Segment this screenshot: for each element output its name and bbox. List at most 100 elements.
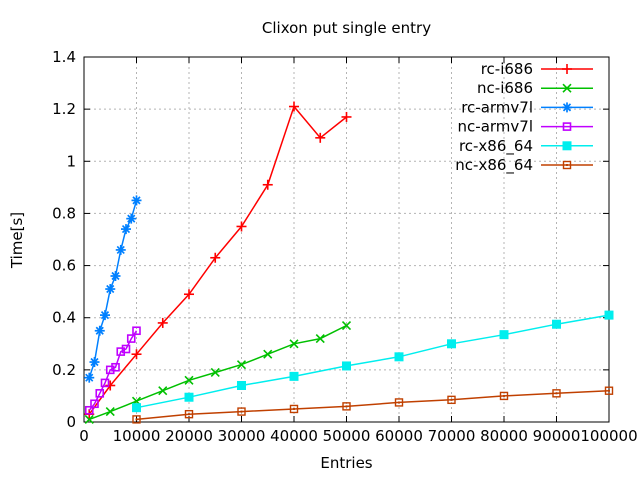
- legend-marker-nc-x86_64: [562, 160, 572, 170]
- y-tick-label: 0.2: [52, 361, 76, 379]
- series-marker-nc-armv7l: [105, 365, 115, 375]
- series-marker-nc-armv7l: [121, 344, 131, 354]
- legend-marker-nc-i686: [562, 83, 572, 93]
- x-tick-label: 100000: [580, 427, 637, 445]
- x-tick-label: 40000: [270, 427, 318, 445]
- series-marker-nc-x86_64: [188, 413, 190, 416]
- series-marker-nc-armv7l: [111, 362, 120, 372]
- x-tick-label: 30000: [218, 427, 266, 445]
- legend-marker-nc-x86_64: [566, 164, 568, 166]
- series-marker-nc-x86_64: [499, 391, 509, 401]
- x-tick-label: 90000: [533, 427, 581, 445]
- series-marker-nc-i686: [184, 375, 194, 385]
- series-marker-nc-x86_64: [293, 407, 295, 410]
- series-marker-nc-x86_64: [608, 389, 610, 392]
- series-marker-nc-x86_64: [555, 392, 558, 395]
- series-marker-rc-armv7l: [106, 284, 115, 294]
- series-marker-nc-i686: [84, 414, 94, 424]
- legend-label-nc-i686: nc-i686: [477, 79, 533, 97]
- series-line-rc-i686: [88, 104, 347, 415]
- series-marker-nc-x86_64: [132, 415, 141, 424]
- series-marker-nc-x86_64: [447, 395, 456, 405]
- series-marker-nc-i686: [158, 386, 168, 396]
- series-marker-nc-i686: [341, 320, 352, 331]
- series-marker-rc-x86_64: [552, 319, 561, 329]
- series-marker-nc-x86_64: [394, 398, 404, 407]
- series-marker-rc-armv7l: [116, 245, 125, 255]
- series-marker-nc-x86_64: [184, 409, 194, 419]
- series-marker-rc-x86_64: [237, 381, 246, 390]
- series-marker-rc-x86_64: [447, 339, 456, 349]
- y-tick-label: 0.6: [52, 257, 76, 275]
- legend-label-rc-armv7l: rc-armv7l: [461, 98, 533, 116]
- series-marker-nc-i686: [263, 349, 273, 359]
- series-marker-rc-armv7l: [85, 373, 94, 382]
- series-marker-nc-armv7l: [95, 389, 105, 398]
- series-marker-nc-armv7l: [126, 334, 136, 343]
- series-marker-rc-armv7l: [121, 224, 131, 234]
- legend-label-rc-x86_64: rc-x86_64: [459, 137, 533, 156]
- series-marker-rc-x86_64: [132, 403, 141, 413]
- series-marker-rc-x86_64: [289, 371, 299, 381]
- series-marker-nc-armv7l: [100, 378, 110, 388]
- series-marker-rc-armv7l: [127, 214, 136, 223]
- series-marker-nc-x86_64: [237, 407, 246, 416]
- series-marker-nc-x86_64: [604, 386, 614, 395]
- series-marker-nc-x86_64: [552, 389, 561, 398]
- series-marker-rc-armv7l: [111, 271, 120, 281]
- x-tick-label: 80000: [480, 427, 528, 445]
- series-marker-nc-x86_64: [240, 410, 243, 413]
- x-tick-label: 60000: [375, 427, 423, 445]
- series-marker-nc-x86_64: [398, 401, 400, 404]
- y-tick-label: 1.2: [52, 100, 76, 118]
- legend-marker-nc-armv7l: [562, 122, 572, 131]
- legend-marker-rc-armv7l: [562, 103, 572, 112]
- series-marker-nc-x86_64: [450, 398, 453, 401]
- series-marker-rc-x86_64: [394, 352, 404, 362]
- y-tick-label: 1.4: [52, 48, 76, 66]
- x-tick-label: 20000: [165, 427, 213, 445]
- series-marker-rc-x86_64: [604, 310, 614, 320]
- series-marker-rc-armv7l: [95, 326, 104, 335]
- series-marker-nc-i686: [210, 367, 220, 378]
- series-marker-rc-x86_64: [184, 392, 194, 402]
- series-line-nc-armv7l: [88, 330, 138, 411]
- y-tick-label: 1: [66, 152, 76, 170]
- series-line-rc-armv7l: [88, 200, 138, 378]
- y-tick-label: 0.4: [52, 309, 76, 327]
- series-marker-nc-x86_64: [289, 404, 299, 414]
- legend-label-nc-x86_64: nc-x86_64: [455, 156, 533, 175]
- series-marker-rc-armv7l: [100, 311, 110, 320]
- series-marker-rc-armv7l: [90, 357, 99, 367]
- series-marker-nc-x86_64: [345, 405, 348, 408]
- x-tick-label: 10000: [113, 427, 161, 445]
- y-tick-label: 0.8: [52, 204, 76, 222]
- series-marker-nc-armv7l: [90, 399, 99, 409]
- series-marker-nc-i686: [105, 407, 115, 417]
- legend-label-rc-i686: rc-i686: [481, 60, 533, 78]
- x-tick-label: 50000: [323, 427, 371, 445]
- series-marker-rc-x86_64: [499, 330, 509, 340]
- legend-label-nc-armv7l: nc-armv7l: [458, 118, 533, 136]
- chart-title: Clixon put single entry: [261, 19, 432, 37]
- series-line-nc-x86_64: [136, 389, 610, 421]
- y-tick-label: 0: [66, 413, 76, 431]
- series-marker-rc-x86_64: [342, 361, 351, 371]
- series-marker-nc-x86_64: [503, 394, 505, 397]
- series-marker-rc-armv7l: [132, 196, 141, 205]
- legend-marker-rc-x86_64: [562, 141, 572, 151]
- series-marker-nc-armv7l: [116, 347, 126, 356]
- x-axis-label: Entries: [320, 454, 373, 472]
- series-marker-nc-x86_64: [135, 418, 138, 421]
- series-marker-nc-x86_64: [342, 402, 351, 411]
- series-marker-nc-i686: [315, 334, 325, 344]
- series-marker-nc-i686: [236, 360, 247, 370]
- x-tick-label: 70000: [428, 427, 476, 445]
- series-marker-nc-armv7l: [132, 326, 141, 336]
- series-marker-nc-i686: [289, 339, 299, 349]
- series-line-rc-x86_64: [136, 314, 610, 409]
- series-marker-nc-armv7l: [84, 405, 94, 415]
- x-tick-label: 0: [79, 427, 89, 445]
